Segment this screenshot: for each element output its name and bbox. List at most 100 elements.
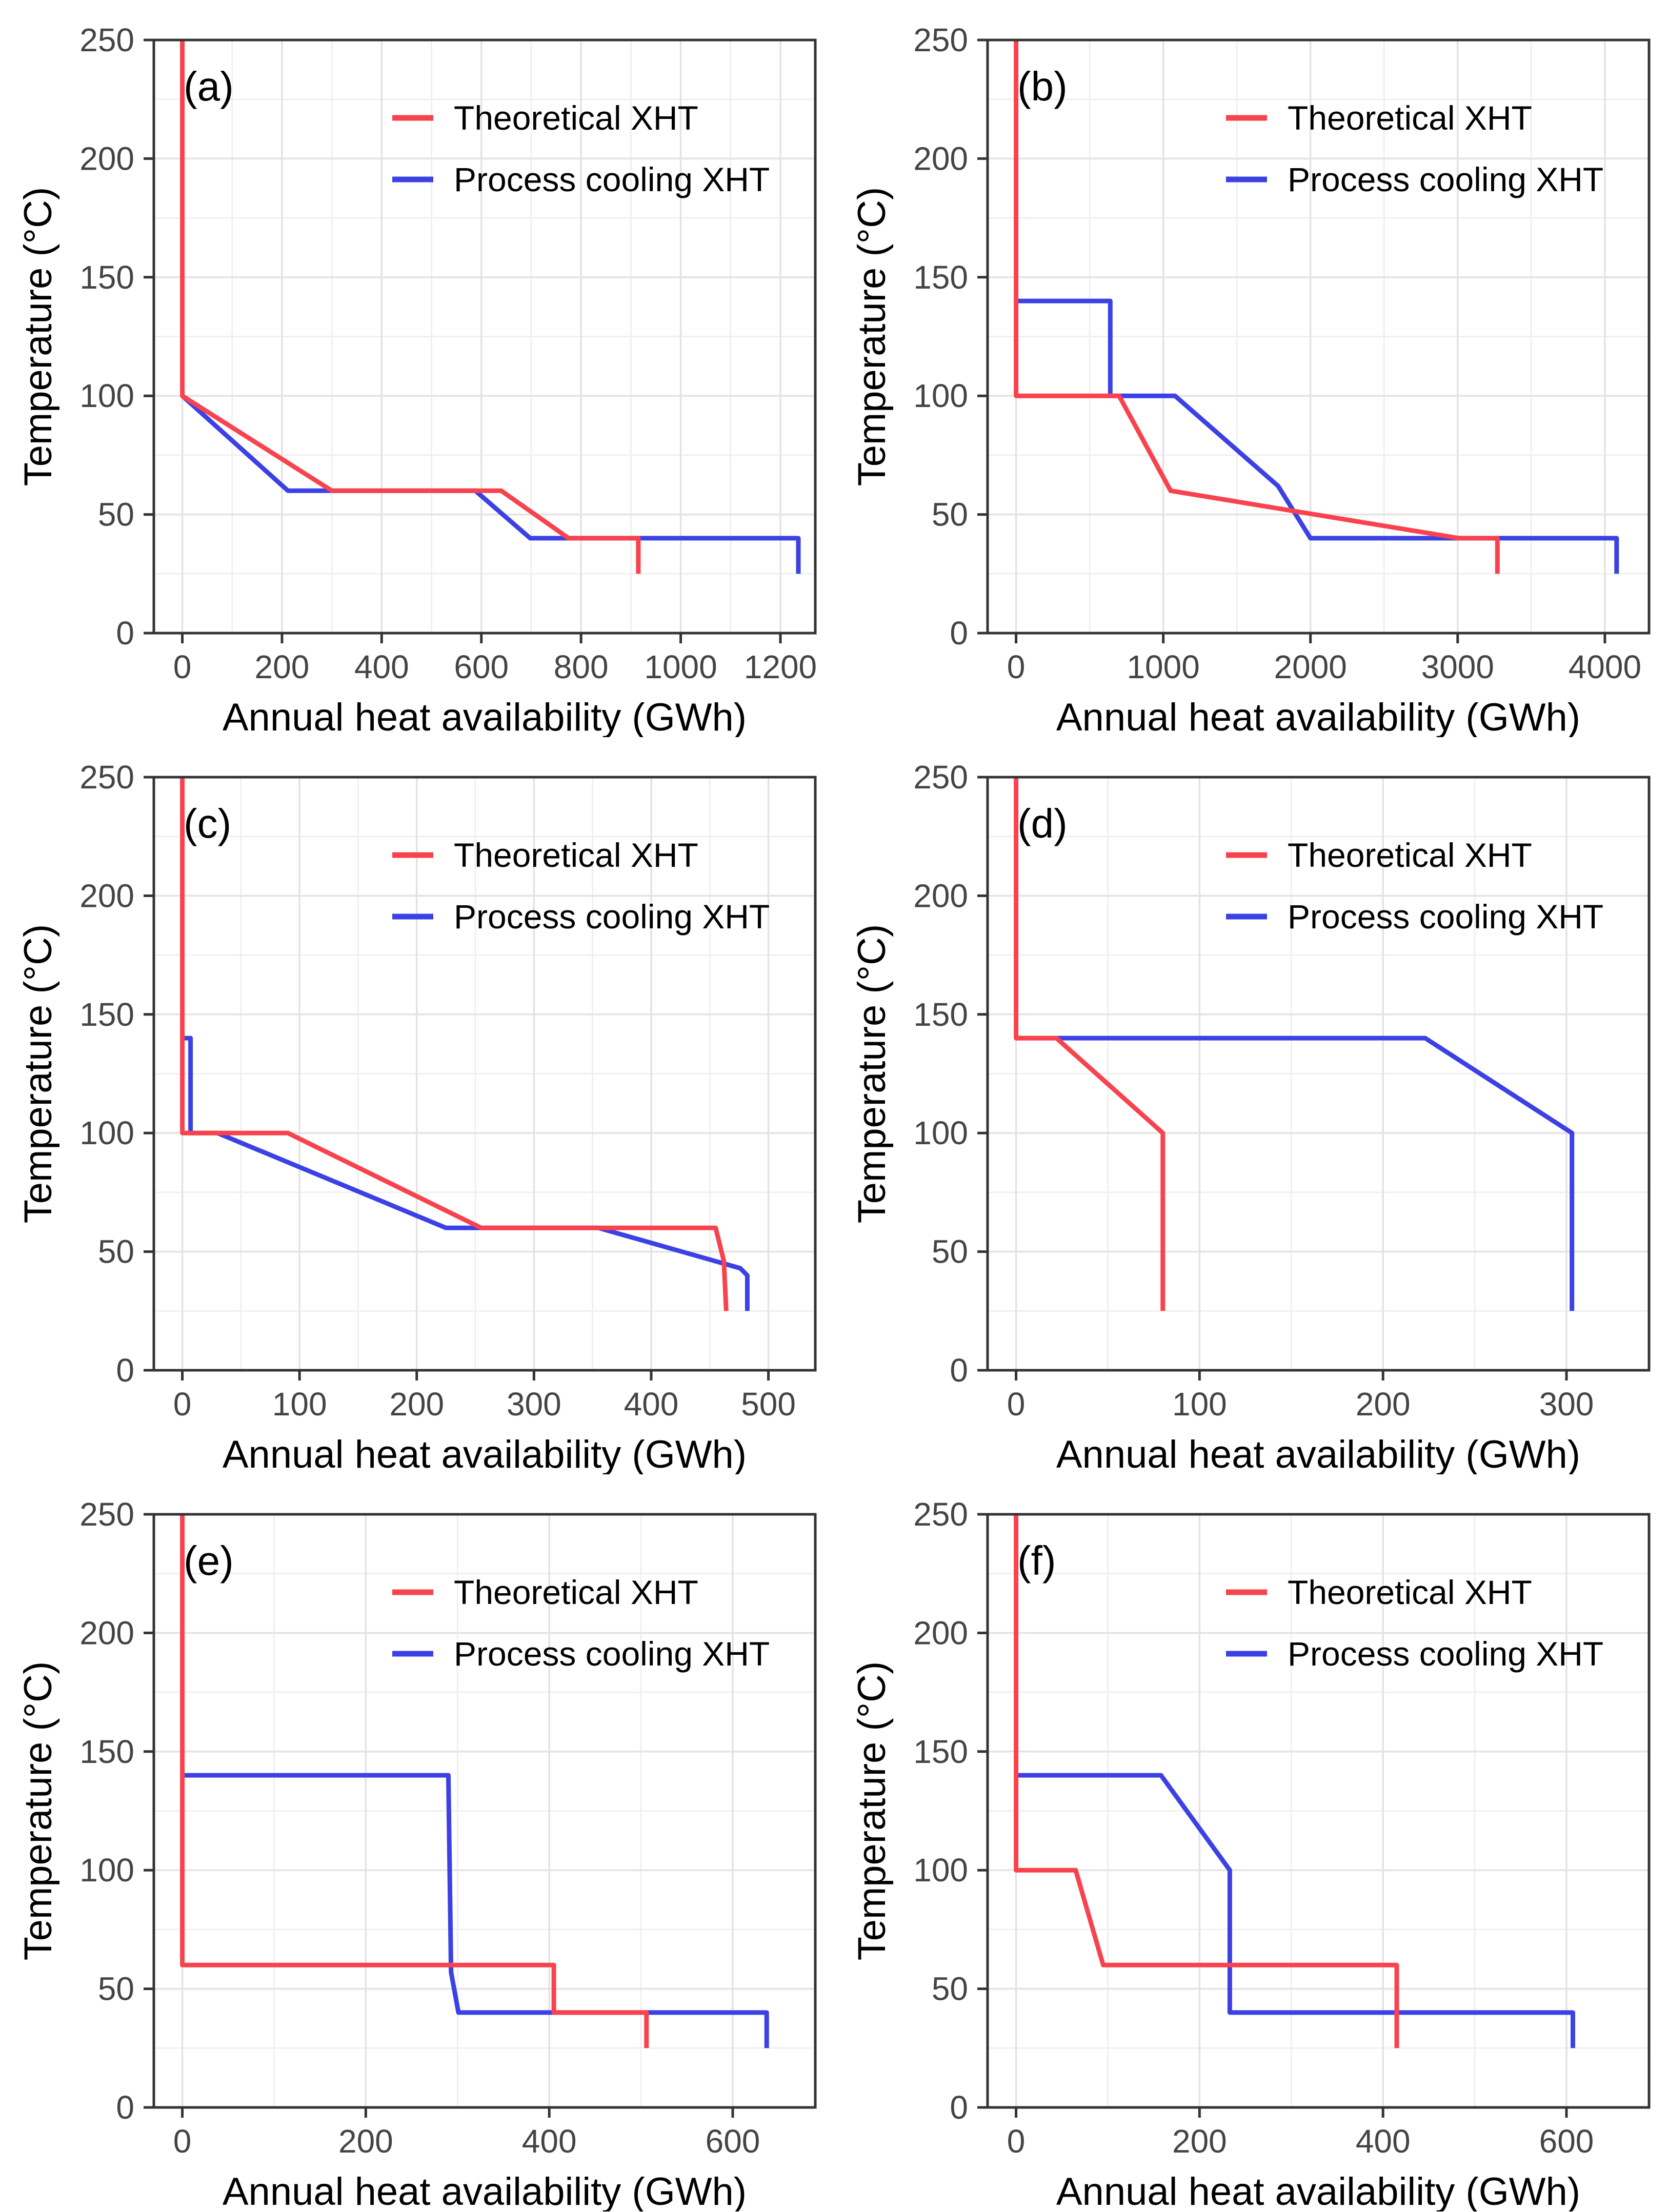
x-tick-label: 1000	[1127, 648, 1199, 685]
series-theoretical-xht	[1014, 1514, 1399, 2048]
x-tick-label: 100	[1172, 1386, 1227, 1423]
panel-border	[986, 38, 1651, 635]
series-theoretical-xht	[180, 1514, 649, 2048]
y-tick-label: 250	[79, 759, 134, 796]
y-axis-title: Temperature (°C)	[16, 1661, 60, 1961]
series-process-cooling-xht	[1016, 298, 1619, 574]
y-tick-label: 50	[98, 496, 134, 533]
x-axis-title: Annual heat availability (GWh)	[223, 2170, 747, 2211]
y-tick-label: 250	[913, 1496, 968, 1533]
y-tick-label: 100	[79, 1114, 134, 1151]
y-tick-label: 200	[913, 1614, 968, 1651]
panel-letter: (c)	[184, 801, 231, 846]
y-tick-label: 200	[913, 140, 968, 177]
y-tick-label: 250	[913, 22, 968, 58]
y-tick-label: 100	[913, 1852, 968, 1889]
panel-letter: (f)	[1017, 1538, 1056, 1584]
legend-item-theoretical-xht-label: Theoretical XHT	[1288, 1573, 1532, 1611]
y-tick-label: 100	[913, 1114, 968, 1151]
panel-svg-b: 0 1000 2000 3000 4000 0 50 100 150 200 250 Annual h…	[834, 0, 1667, 737]
y-tick-label: 150	[913, 1733, 968, 1770]
series-theoretical-xht	[180, 777, 729, 1311]
x-tick-label: 3000	[1421, 648, 1494, 685]
y-tick-label: 250	[913, 759, 968, 796]
panel-border	[152, 38, 817, 635]
legend-item-process-cooling-xht-label: Process cooling XHT	[454, 898, 770, 936]
x-tick-label: 300	[1539, 1386, 1594, 1423]
legend-item-theoretical-xht-label: Theoretical XHT	[454, 1573, 698, 1611]
x-tick-label: 0	[1007, 1386, 1026, 1423]
series-theoretical-xht	[1014, 40, 1500, 574]
x-axis-title: Annual heat availability (GWh)	[1056, 1433, 1580, 1474]
y-tick-label: 200	[79, 877, 134, 914]
legend-item-process-cooling-xht-label: Process cooling XHT	[1288, 1635, 1603, 1673]
legend-item-process-cooling-xht-label: Process cooling XHT	[1288, 898, 1603, 936]
y-tick-label: 150	[913, 996, 968, 1033]
x-tick-label: 600	[706, 2123, 760, 2160]
panel-svg-d: 0 100 200 300 0 50 100 150 200 250 Annual heat ava…	[834, 737, 1667, 1474]
legend-item-theoretical-xht-label: Theoretical XHT	[1288, 99, 1532, 137]
legend-item-theoretical-xht-label: Theoretical XHT	[1288, 836, 1532, 874]
series-process-cooling-xht	[1016, 1036, 1575, 1311]
legend-item-theoretical-xht-label: Theoretical XHT	[454, 836, 698, 874]
panel-border	[152, 776, 817, 1372]
y-tick-label: 0	[116, 2089, 134, 2126]
panel-letter: (a)	[184, 64, 234, 109]
panel-border	[986, 1513, 1651, 2109]
panel-e: 0 200 400 600 0 50 100 150 200 250 Annual heat ava…	[0, 1474, 834, 2212]
panel-border	[986, 776, 1651, 1372]
x-tick-label: 1200	[744, 648, 817, 685]
x-tick-label: 200	[338, 2123, 393, 2160]
y-tick-label: 200	[79, 140, 134, 177]
panel-svg-a: 0 200 400 600 800 1000 1200 0 50 100 150 200 250 Annu…	[0, 0, 834, 737]
x-tick-label: 1000	[644, 648, 717, 685]
x-tick-label: 200	[1172, 2123, 1227, 2160]
panel-background	[834, 1474, 1667, 2211]
x-tick-label: 200	[255, 648, 310, 685]
panel-c: 0 100 200 300 400 500 0 50 100 150 200 250 Annual he…	[0, 737, 834, 1474]
x-axis-title: Annual heat availability (GWh)	[223, 1433, 747, 1474]
x-tick-label: 0	[1007, 648, 1026, 685]
panel-d: 0 100 200 300 0 50 100 150 200 250 Annual heat ava…	[834, 737, 1668, 1474]
y-axis-title: Temperature (°C)	[16, 187, 60, 486]
y-axis-title: Temperature (°C)	[850, 187, 894, 486]
series-theoretical-xht	[1014, 777, 1165, 1311]
legend-item-process-cooling-xht-label: Process cooling XHT	[454, 1635, 770, 1673]
x-tick-label: 2000	[1274, 648, 1347, 685]
panel-letter: (e)	[184, 1538, 234, 1584]
series-process-cooling-xht	[180, 394, 801, 574]
series-process-cooling-xht	[182, 1036, 750, 1311]
x-axis-title: Annual heat availability (GWh)	[223, 696, 747, 737]
y-tick-label: 0	[950, 615, 968, 652]
y-tick-label: 150	[913, 259, 968, 296]
x-tick-label: 800	[554, 648, 609, 685]
y-tick-label: 0	[950, 2089, 968, 2126]
y-tick-label: 100	[79, 1852, 134, 1889]
x-axis-title: Annual heat availability (GWh)	[1056, 2170, 1580, 2211]
x-tick-label: 400	[354, 648, 409, 685]
y-axis-title: Temperature (°C)	[850, 924, 894, 1224]
x-tick-label: 0	[173, 2123, 192, 2160]
y-tick-label: 150	[79, 996, 134, 1033]
panel-b: 0 1000 2000 3000 4000 0 50 100 150 200 250 Annual h…	[834, 0, 1668, 737]
panel-background	[0, 0, 834, 737]
x-tick-label: 0	[173, 648, 192, 685]
y-tick-label: 150	[79, 1733, 134, 1770]
y-tick-label: 100	[79, 377, 134, 414]
series-theoretical-xht	[180, 40, 641, 574]
series-process-cooling-xht	[1016, 1773, 1575, 2048]
x-tick-label: 0	[173, 1386, 192, 1423]
x-tick-label: 200	[1356, 1386, 1411, 1423]
x-tick-label: 500	[741, 1386, 796, 1423]
y-tick-label: 150	[79, 259, 134, 296]
y-tick-label: 250	[79, 1496, 134, 1533]
panel-svg-c: 0 100 200 300 400 500 0 50 100 150 200 250 Annual he…	[0, 737, 834, 1474]
y-tick-label: 200	[79, 1614, 134, 1651]
x-tick-label: 400	[522, 2123, 577, 2160]
y-axis-title: Temperature (°C)	[850, 1661, 894, 1961]
y-tick-label: 250	[79, 22, 134, 58]
y-tick-label: 50	[98, 1233, 134, 1270]
x-tick-label: 200	[389, 1386, 444, 1423]
panel-f: 0 200 400 600 0 50 100 150 200 250 Annual heat ava…	[834, 1474, 1668, 2212]
